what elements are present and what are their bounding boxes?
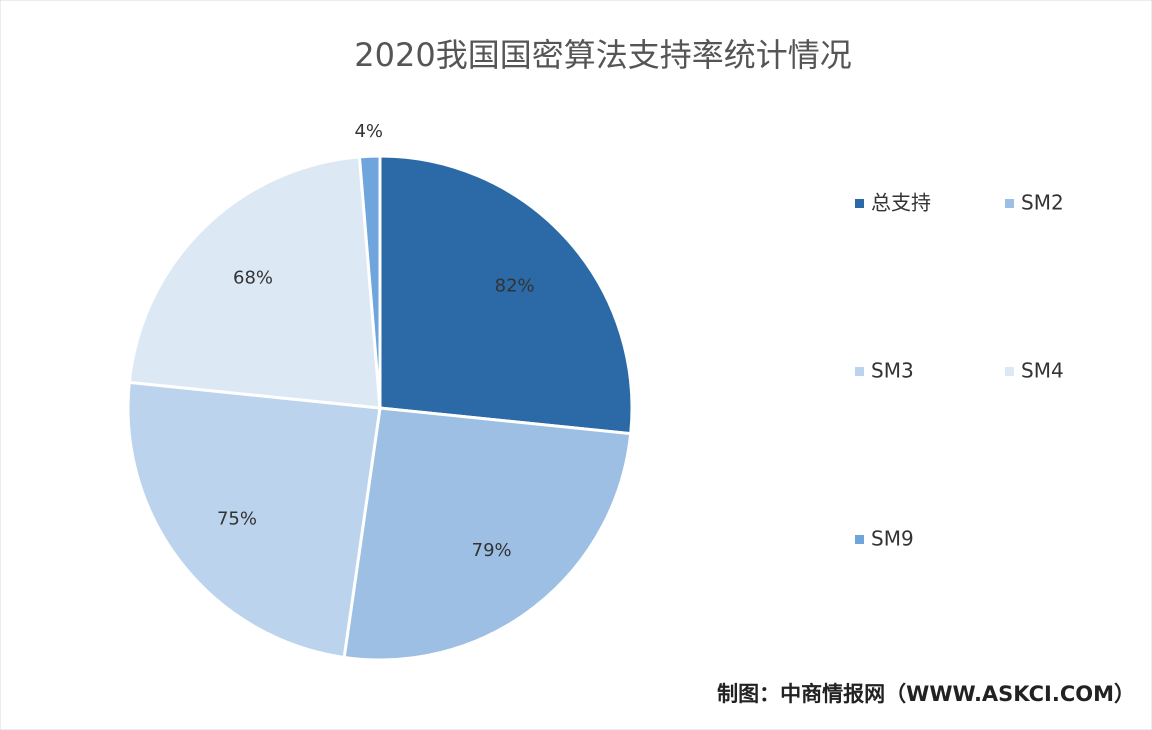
legend-swatch xyxy=(855,367,864,376)
legend-label: SM4 xyxy=(1021,359,1064,383)
data-label: 82% xyxy=(495,275,535,296)
legend-swatch xyxy=(855,535,864,544)
data-label: 68% xyxy=(233,267,273,288)
chart-title: 2020我国国密算法支持率统计情况 xyxy=(354,36,851,74)
legend-label: SM9 xyxy=(871,527,914,551)
data-label: 4% xyxy=(354,121,383,142)
legend-swatch xyxy=(855,199,864,208)
pie-slice xyxy=(126,380,382,660)
legend-swatch xyxy=(1005,199,1014,208)
data-label: 75% xyxy=(217,509,257,530)
pie-slice xyxy=(357,154,382,409)
legend-label: SM2 xyxy=(1021,191,1064,215)
data-label: 79% xyxy=(472,540,512,561)
legend-label: SM3 xyxy=(871,359,914,383)
pie-slice xyxy=(342,406,633,662)
legend-swatch xyxy=(1005,367,1014,376)
source-note: 制图：中商情报网（WWW.ASKCI.COM） xyxy=(717,682,1135,706)
pie-slice xyxy=(127,155,382,410)
legend-label: 总支持 xyxy=(871,191,931,215)
pie-slice xyxy=(378,154,634,436)
